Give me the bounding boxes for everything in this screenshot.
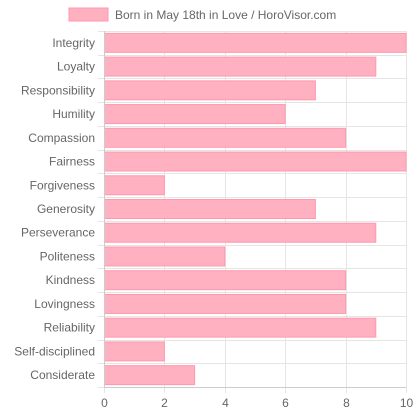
x-tick-label: 4 [222,396,229,410]
x-tick-label: 6 [282,396,289,410]
y-tick-label: Reliability [44,321,95,335]
axes [104,31,406,388]
bar-forgiveness[interactable] [104,175,165,196]
legend-label: Born in May 18th in Love / HoroVisor.com [115,8,336,22]
x-tick-label: 8 [343,396,350,410]
y-tick-label: Politeness [40,249,95,263]
bar-lovingness[interactable] [104,293,347,314]
y-tick-label: Humility [52,107,95,121]
x-axis-tick-labels: 0 2 4 6 8 10 [101,396,413,410]
bar-considerate[interactable] [104,365,196,386]
y-tick-label: Forgiveness [30,178,95,192]
bar-loyalty[interactable] [104,56,377,77]
y-tick-label: Fairness [49,155,95,169]
y-tick-label: Self-disciplined [14,344,95,358]
bar-reliability[interactable] [104,317,377,338]
y-tick-label: Perseverance [21,226,95,240]
y-tick-label: Lovingness [34,297,95,311]
y-tick-label: Integrity [52,36,95,50]
y-tick-label: Kindness [46,273,95,287]
chart-legend[interactable]: Born in May 18th in Love / HoroVisor.com [68,7,336,22]
y-tick-label: Compassion [28,131,95,145]
bar-perseverance[interactable] [104,222,377,243]
bar-kindness[interactable] [104,270,347,291]
x-tick-label: 0 [101,396,108,410]
bar-compassion[interactable] [104,127,347,148]
bar-humility[interactable] [104,104,286,125]
legend-swatch [68,7,109,22]
y-axis-tick-labels: Integrity Loyalty Responsibility Humility Co… [14,36,95,382]
bar-integrity[interactable] [104,32,407,53]
bar-generosity[interactable] [104,199,316,219]
bar-politeness[interactable] [104,246,226,267]
y-tick-label: Considerate [30,368,95,382]
y-tick-label: Generosity [37,202,95,216]
y-tick-label: Responsibility [21,83,95,97]
x-tick-label: 10 [400,396,414,410]
bar-fairness[interactable] [104,151,407,172]
bars [104,32,407,386]
y-tick-label: Loyalty [57,60,95,74]
bar-responsibility[interactable] [104,80,316,101]
bar-self-disciplined[interactable] [104,341,165,362]
x-tick-label: 2 [161,396,168,410]
